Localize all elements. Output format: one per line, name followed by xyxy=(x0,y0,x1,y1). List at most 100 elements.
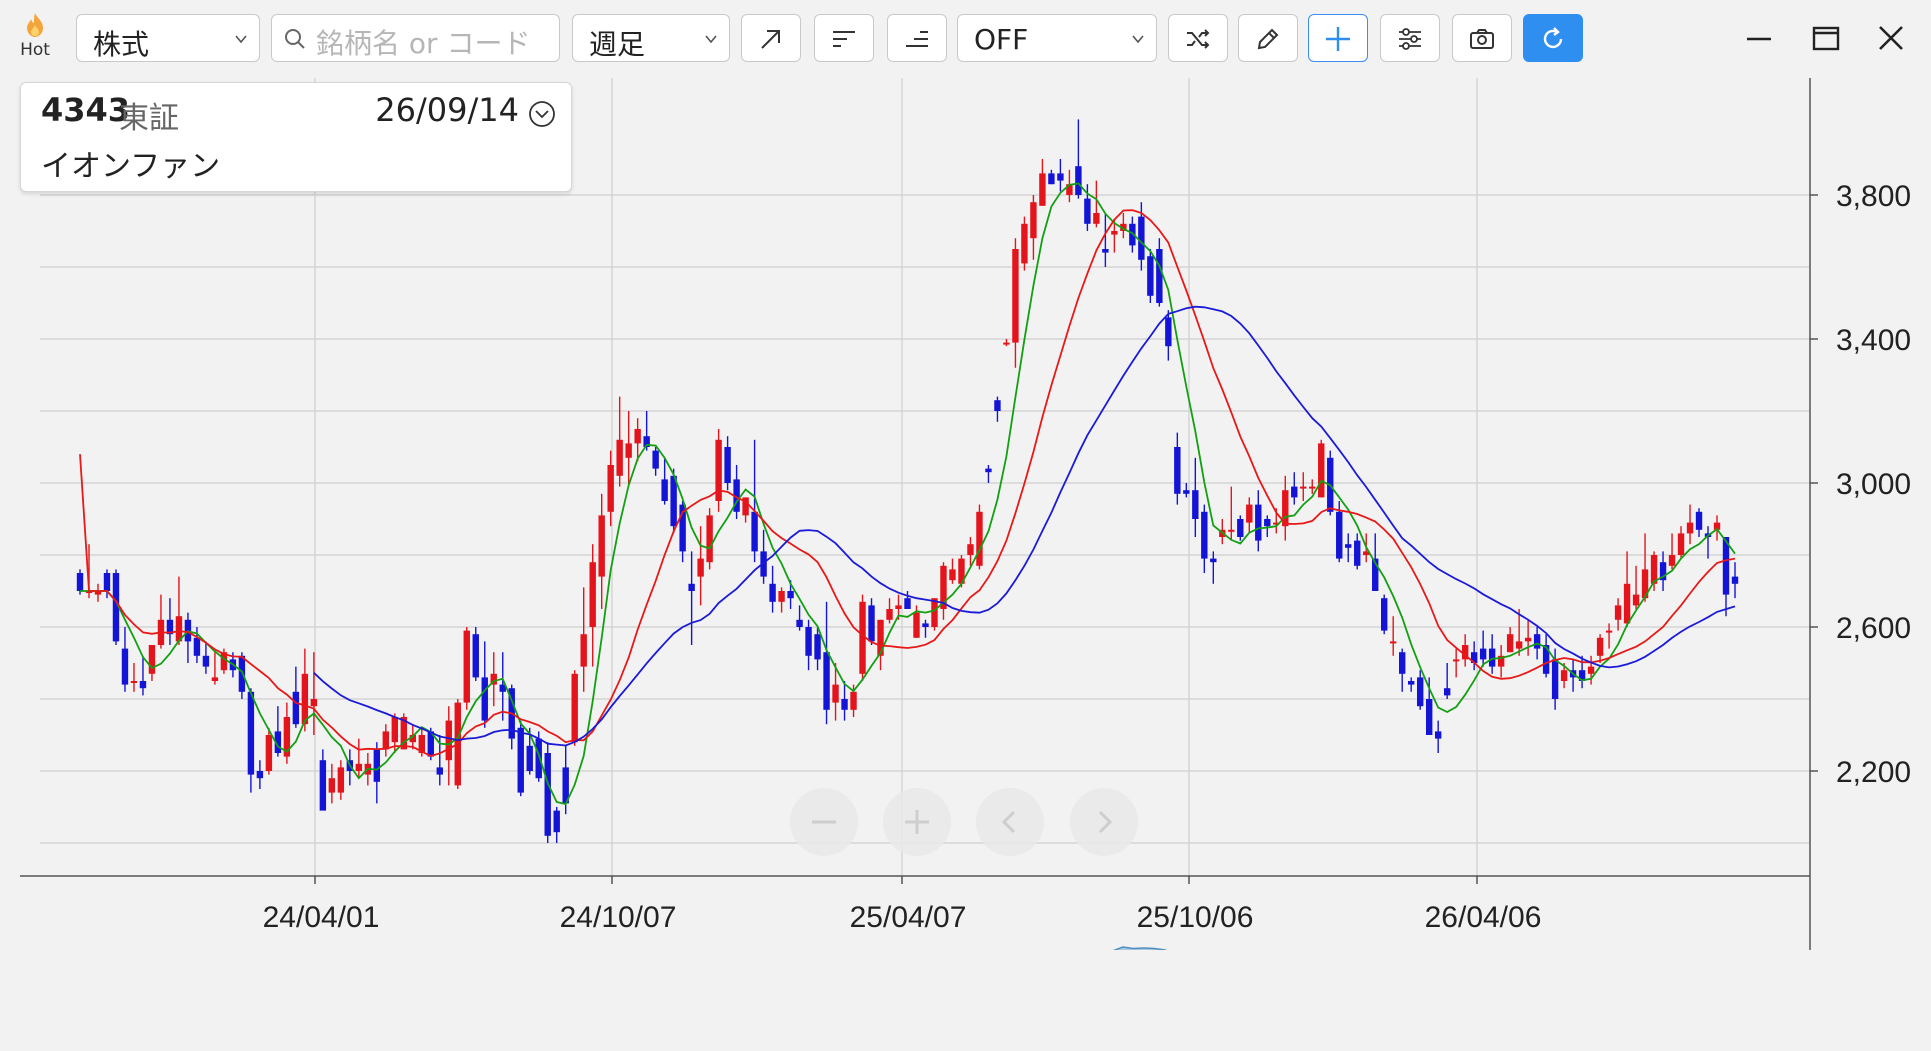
candle xyxy=(1560,663,1568,689)
candle-body xyxy=(76,573,84,591)
close-button[interactable] xyxy=(1867,14,1915,62)
crosshair-button[interactable] xyxy=(1308,14,1368,62)
candle xyxy=(1399,648,1406,692)
candle-body xyxy=(652,450,659,469)
candle-body xyxy=(1372,558,1379,591)
candle-body xyxy=(1623,583,1631,624)
candle xyxy=(607,450,614,527)
candle-body xyxy=(1443,688,1451,696)
candle xyxy=(904,591,911,609)
period-select[interactable]: 週足 xyxy=(572,14,730,62)
candle xyxy=(1443,663,1451,699)
search-input[interactable]: 銘柄名 or コード xyxy=(271,14,560,62)
arrow-up-right-icon xyxy=(761,30,780,49)
candle-body xyxy=(1452,659,1460,662)
candle xyxy=(256,760,264,789)
candle-body xyxy=(706,515,713,563)
candle xyxy=(706,508,713,570)
scroll-left-button[interactable] xyxy=(976,788,1044,856)
candle-body xyxy=(1237,519,1244,537)
candle-body xyxy=(985,468,992,473)
candle xyxy=(1542,634,1550,678)
candle xyxy=(355,738,363,779)
align-left-button[interactable] xyxy=(814,14,874,62)
candle-body xyxy=(1551,659,1559,699)
candle xyxy=(985,465,992,483)
candle-body xyxy=(679,504,686,552)
candle-body xyxy=(1174,447,1181,494)
minimize-button[interactable] xyxy=(1735,14,1783,62)
candle xyxy=(778,587,785,613)
draw-button[interactable] xyxy=(1238,14,1298,62)
candle xyxy=(148,645,156,681)
zoom-in-button[interactable] xyxy=(883,788,951,856)
candle-body xyxy=(445,720,452,761)
candle-body xyxy=(1075,166,1082,195)
align-right-button[interactable] xyxy=(887,14,947,62)
pencil-icon xyxy=(1257,28,1279,50)
chevron-down-icon xyxy=(235,35,247,44)
candle xyxy=(1704,526,1712,559)
candle xyxy=(445,706,452,786)
candle-body xyxy=(616,439,623,476)
refresh-button[interactable] xyxy=(1523,14,1583,62)
candle xyxy=(1282,475,1289,541)
candle-body xyxy=(1659,562,1667,581)
candle-body xyxy=(1425,699,1433,735)
shuffle-button[interactable] xyxy=(1168,14,1228,62)
candle xyxy=(751,439,758,563)
candle-body xyxy=(1497,655,1505,667)
candle xyxy=(796,605,803,631)
hot-button[interactable]: Hot xyxy=(14,12,56,68)
candle-body xyxy=(571,673,578,743)
candle-body xyxy=(940,565,947,609)
price-label: 3,400 xyxy=(1836,324,1911,357)
candle-body xyxy=(1057,173,1064,181)
scroll-right-button[interactable] xyxy=(1070,788,1138,856)
candle xyxy=(544,742,551,843)
candle xyxy=(220,648,228,674)
chevron-down-icon xyxy=(705,35,717,44)
zoom-out-button[interactable] xyxy=(790,788,858,856)
candle-body xyxy=(103,573,111,591)
candle xyxy=(1084,184,1091,231)
candle xyxy=(661,457,668,505)
candle-body xyxy=(1048,173,1055,185)
candle-body xyxy=(1686,522,1694,534)
candle-body xyxy=(1093,213,1100,224)
candle-body xyxy=(1578,670,1586,681)
candle xyxy=(1695,508,1703,537)
settings-button[interactable] xyxy=(1380,14,1440,62)
candle-body xyxy=(373,749,381,782)
candle-body xyxy=(841,699,848,710)
candle-body xyxy=(562,767,569,804)
candlestick-chart[interactable]: 2,200 2,600 3,000 3,400 3,800 24/04/01 24/10/0… xyxy=(0,78,1931,950)
align-right-icon xyxy=(906,31,928,47)
expand-icon[interactable] xyxy=(527,99,557,129)
candle-body xyxy=(175,616,183,642)
candle-body xyxy=(436,767,443,775)
security-type-select[interactable]: 株式 xyxy=(76,14,260,62)
candle-body xyxy=(1300,486,1307,489)
screenshot-button[interactable] xyxy=(1452,14,1512,62)
candle-body xyxy=(1650,555,1658,584)
candle-body xyxy=(1731,576,1739,584)
indicator-select[interactable]: OFF xyxy=(957,14,1157,62)
candle-body xyxy=(1461,645,1469,660)
candle xyxy=(1120,213,1127,239)
candle xyxy=(913,605,920,638)
candle-body xyxy=(967,544,974,555)
candle-body xyxy=(1201,511,1208,559)
candle-body xyxy=(814,634,821,660)
candle xyxy=(1623,551,1631,627)
candle-body xyxy=(1632,594,1640,606)
trendline-button[interactable] xyxy=(741,14,801,62)
maximize-button[interactable] xyxy=(1801,14,1849,62)
candle xyxy=(1722,537,1730,617)
candle-body xyxy=(1407,681,1415,685)
candle-body xyxy=(1084,198,1091,224)
candle xyxy=(1255,490,1262,552)
candle xyxy=(1515,609,1523,656)
candle xyxy=(976,504,983,570)
candle xyxy=(283,702,291,764)
